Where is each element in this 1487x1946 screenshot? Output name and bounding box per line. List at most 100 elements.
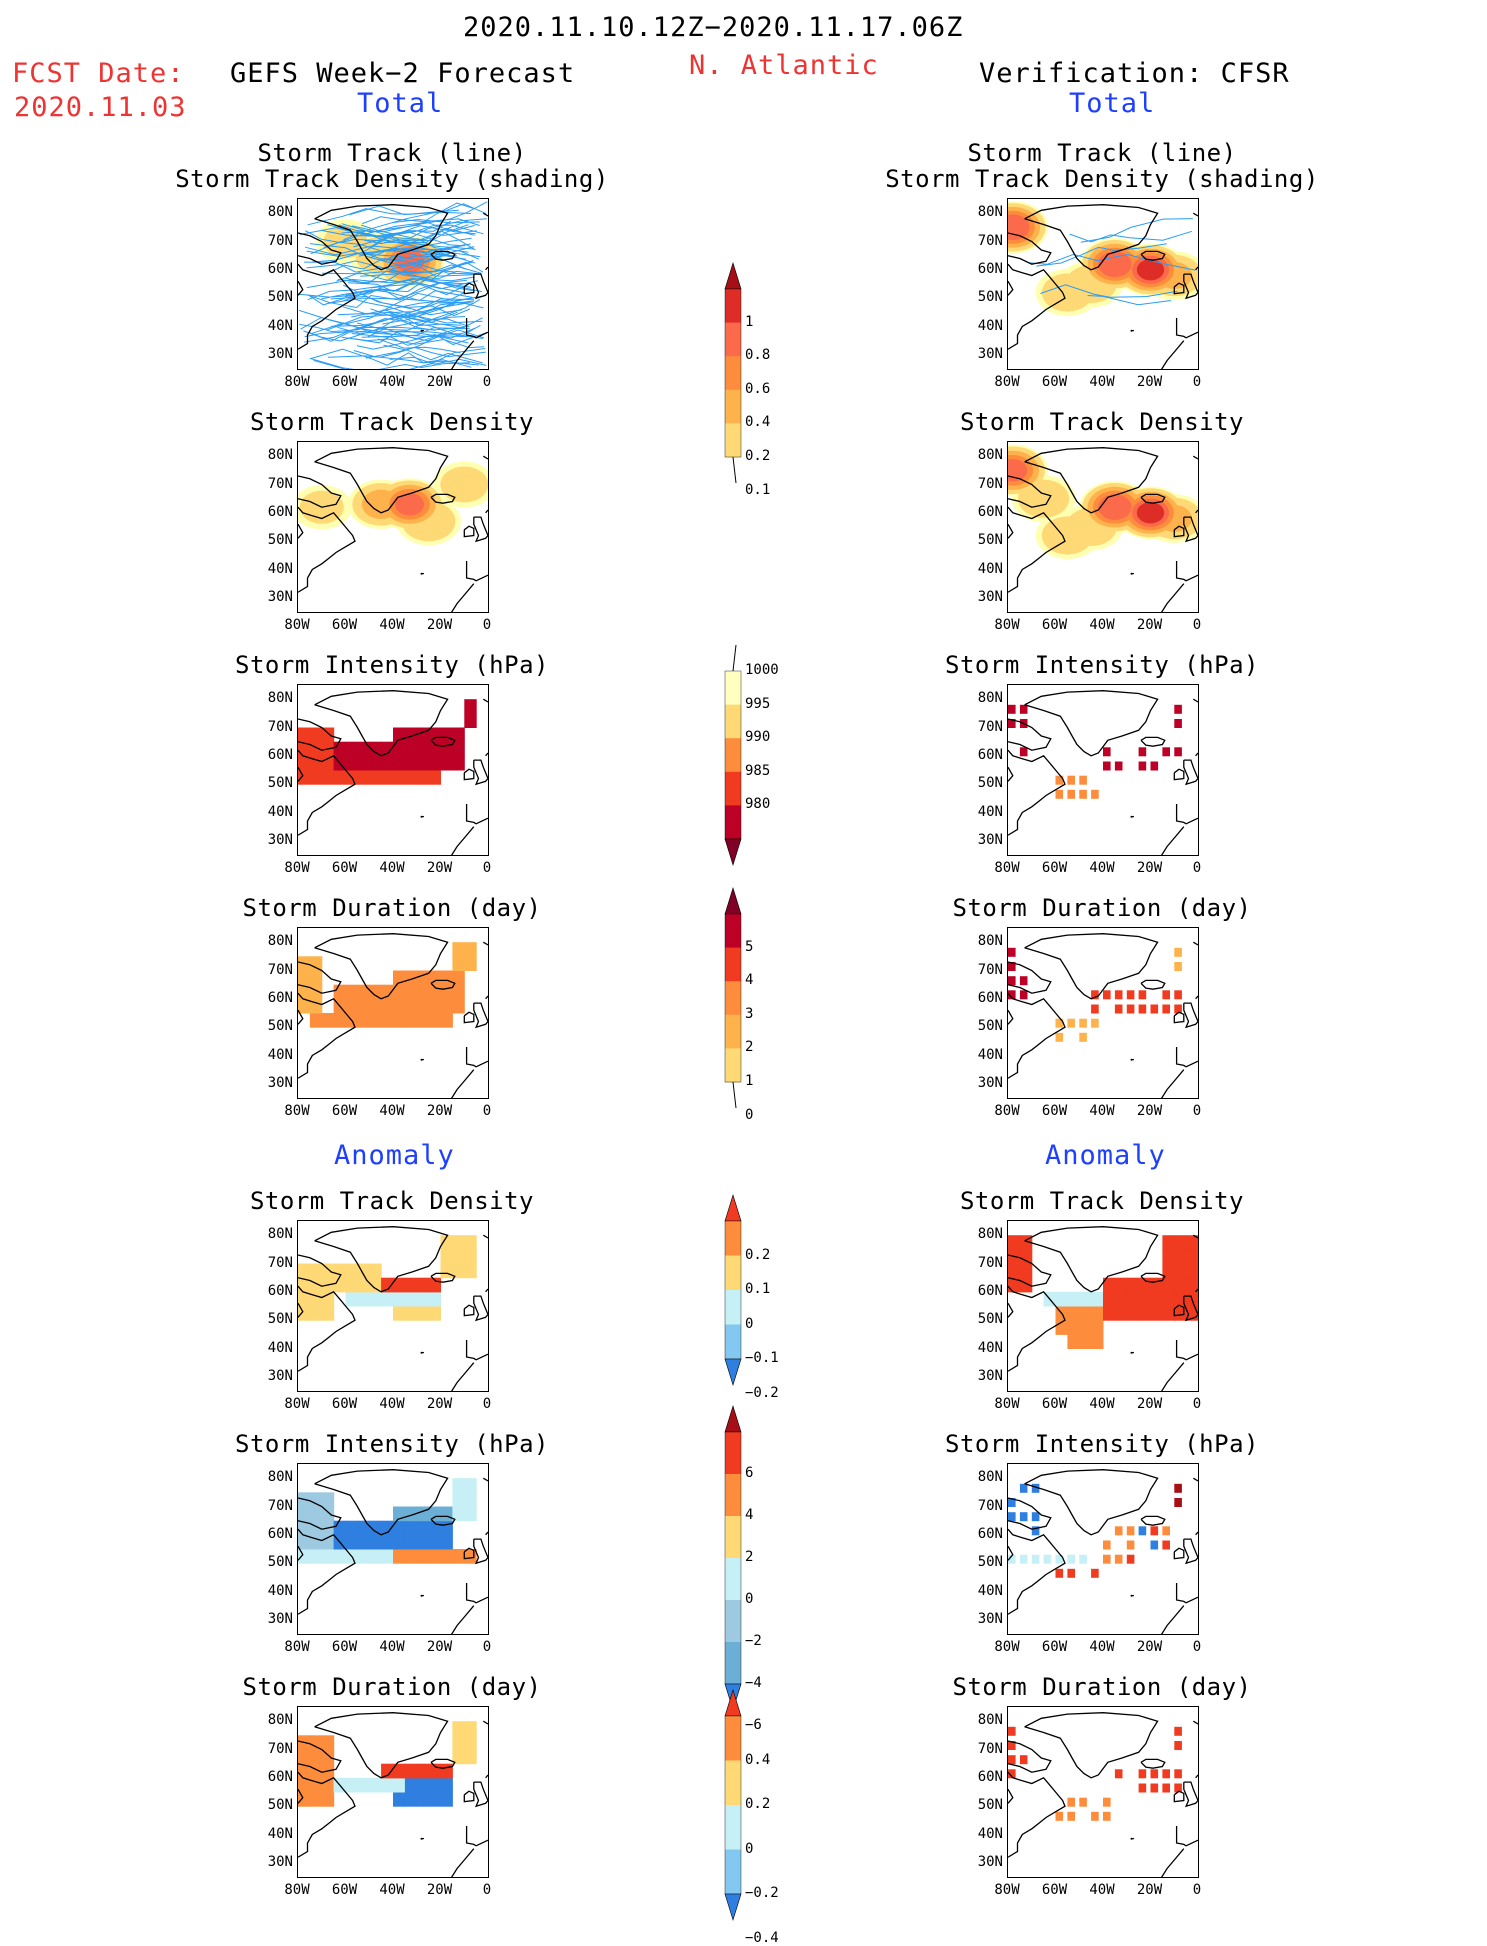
- lat-tick: 50N: [977, 775, 1003, 792]
- coastline: [1008, 1469, 1198, 1634]
- lat-tick: 50N: [267, 1311, 293, 1328]
- lon-tick: 40W: [1089, 1639, 1115, 1655]
- lat-tick: 50N: [267, 1018, 293, 1035]
- lat-tick: 40N: [977, 1339, 1003, 1356]
- lon-tick: 80W: [994, 1103, 1020, 1119]
- data-layer: [298, 1478, 477, 1564]
- lat-tick: 40N: [977, 1582, 1003, 1599]
- lat-tick: 50N: [267, 775, 293, 792]
- lat-tick: 30N: [977, 1853, 1003, 1870]
- island-dot: [420, 1837, 423, 1840]
- coastline: [298, 933, 488, 1098]
- lon-tick: 0: [1192, 860, 1202, 876]
- map-plot: [1008, 1712, 1198, 1877]
- lon-tick: 20W: [1136, 1882, 1163, 1898]
- colorbar-tick-label: 1: [745, 1073, 754, 1089]
- colorbar-tick-label: 990: [745, 729, 771, 746]
- lat-tick: 40N: [977, 1046, 1003, 1063]
- lat-tick: 80N: [267, 933, 293, 950]
- panel-title: Storm Duration (day): [867, 1674, 1337, 1700]
- lat-tick: 70N: [977, 475, 1003, 492]
- panel-title-line: Storm Track Density: [959, 408, 1245, 436]
- lon-tick: 60W: [1041, 1103, 1068, 1119]
- lat-tick: 30N: [977, 1074, 1003, 1091]
- lat-tick: 60N: [267, 1525, 293, 1542]
- panel-title: Storm Intensity (hPa): [867, 1431, 1337, 1457]
- map-panel-right-intensity: [1007, 684, 1199, 856]
- map-plot: [298, 933, 488, 1098]
- panel-title: Storm Track Density: [867, 1188, 1337, 1214]
- lon-tick: 80W: [284, 617, 310, 633]
- map-panel-left-adensity: [297, 1220, 489, 1392]
- lat-tick: 80N: [267, 1469, 293, 1486]
- anomaly-label-right: Anomaly: [1045, 1140, 1166, 1171]
- lat-tick: 60N: [267, 1282, 293, 1299]
- fcst-date: 2020.11.03: [14, 92, 187, 123]
- lon-tick: 20W: [1136, 617, 1163, 633]
- lon-tick: 80W: [284, 1882, 310, 1898]
- colorbar-tick-label: 0.4: [745, 414, 771, 431]
- model-title: GEFS Week−2 Forecast: [230, 58, 576, 89]
- map-plot: [298, 1226, 488, 1391]
- lon-tick: 40W: [1089, 374, 1115, 390]
- island-dot: [420, 329, 423, 332]
- lon-tick: 0: [482, 1639, 492, 1655]
- lon-tick: 20W: [426, 1103, 453, 1119]
- lat-tick: 30N: [977, 588, 1003, 605]
- map-plot: [1008, 933, 1198, 1098]
- lon-tick: 20W: [426, 860, 453, 876]
- lon-tick: 0: [482, 1396, 492, 1412]
- lon-tick: 80W: [284, 860, 310, 876]
- lon-tick: 80W: [994, 1882, 1020, 1898]
- lat-tick: 70N: [267, 1497, 293, 1514]
- lon-tick: 20W: [426, 1639, 453, 1655]
- colorbar-anom_density: [724, 1193, 801, 1387]
- data-layer: [1008, 201, 1198, 317]
- colorbar-tick-label: 2: [745, 1549, 754, 1565]
- map-plot: [298, 1469, 488, 1634]
- island-dot: [1130, 1351, 1133, 1354]
- lat-tick: 40N: [977, 560, 1003, 577]
- map-plot: [1008, 1469, 1198, 1634]
- island-dot: [1130, 1058, 1133, 1061]
- lat-tick: 30N: [977, 345, 1003, 362]
- lon-tick: 60W: [331, 617, 358, 633]
- lat-tick: 50N: [267, 532, 293, 549]
- panel-title: Storm Intensity (hPa): [157, 1431, 627, 1457]
- lon-tick: 60W: [331, 860, 358, 876]
- colorbar-tick-label: 3: [745, 1005, 754, 1022]
- lat-tick: 60N: [977, 260, 1003, 277]
- lat-tick: 50N: [977, 1311, 1003, 1328]
- map-panel-left-aintensity: [297, 1463, 489, 1635]
- lon-tick: 40W: [379, 860, 405, 876]
- lat-tick: 30N: [267, 1610, 293, 1627]
- colorbar-tick-label: 0.6: [745, 380, 771, 397]
- data-layer: [1008, 704, 1182, 799]
- island-dot: [420, 1351, 423, 1354]
- colorbar-tick-label: 0.2: [745, 1796, 771, 1812]
- lon-tick: 40W: [379, 1639, 405, 1655]
- panel-title: Storm Track (line) Storm Track Density (s…: [157, 140, 627, 192]
- coastline: [1008, 447, 1198, 612]
- lat-tick: 40N: [267, 803, 293, 820]
- panel-title: Storm Intensity (hPa): [867, 652, 1337, 678]
- island-dot: [1130, 1837, 1133, 1840]
- lon-tick: 80W: [994, 1639, 1020, 1655]
- colorbar-tick-label: −4: [745, 1675, 762, 1691]
- colorbar-tick-label: 985: [745, 762, 771, 779]
- verification-title: Verification: CFSR: [979, 58, 1290, 89]
- lat-tick: 40N: [977, 803, 1003, 820]
- lon-tick: 60W: [331, 374, 358, 390]
- map-panel-right-aintensity: [1007, 1463, 1199, 1635]
- lat-tick: 70N: [267, 1254, 293, 1271]
- colorbar-tick-label: 4: [745, 1507, 754, 1523]
- map-panel-right-adensity: [1007, 1220, 1199, 1392]
- lon-tick: 0: [482, 860, 492, 876]
- panel-title: Storm Duration (day): [157, 1674, 627, 1700]
- lon-tick: 0: [1192, 1103, 1202, 1119]
- lon-tick: 40W: [1089, 860, 1115, 876]
- lon-tick: 20W: [1136, 1103, 1163, 1119]
- island-dot: [1130, 1594, 1133, 1597]
- panel-title-line: Storm Track Density: [959, 1187, 1245, 1215]
- island-dot: [1130, 329, 1133, 332]
